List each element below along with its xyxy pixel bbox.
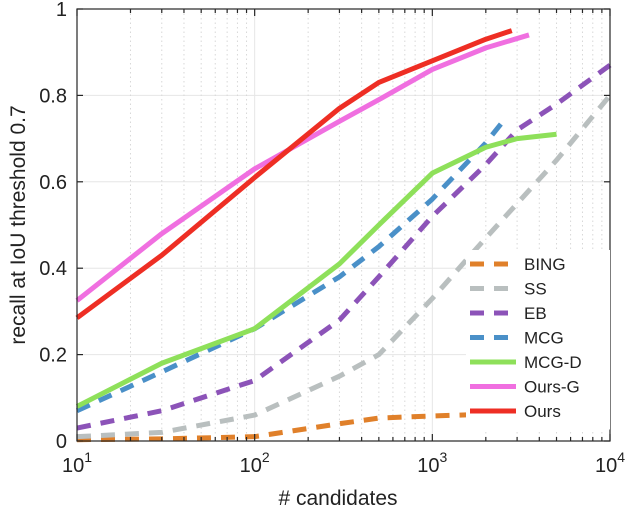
x-tick-label-base: 10 <box>595 455 617 477</box>
y-tick-label: 0.6 <box>39 172 67 194</box>
legend-label: Ours <box>524 402 561 421</box>
series-line-eb <box>76 63 612 431</box>
y-tick-label: 0.4 <box>39 258 67 280</box>
series-line-bing <box>76 411 518 443</box>
x-tick-label-base: 10 <box>62 455 84 477</box>
x-tick-label: 102 <box>240 449 270 477</box>
x-tick-label-exponent: 1 <box>84 449 92 465</box>
legend-label: Ours-G <box>524 378 580 397</box>
x-tick-label-base: 10 <box>240 455 262 477</box>
legend-label: SS <box>524 280 547 299</box>
series-line-mcg-d <box>75 131 557 409</box>
legend-label: BING <box>524 255 566 274</box>
x-tick-label-base: 10 <box>417 455 439 477</box>
y-axis-title: recall at IoU threshold 0.7 <box>7 105 30 344</box>
legend-background <box>466 250 610 430</box>
y-tick-label: 0.8 <box>39 85 67 107</box>
y-tick-label: 0.2 <box>39 345 67 367</box>
legend-label: EB <box>524 304 547 323</box>
x-tick-label-exponent: 4 <box>617 449 625 465</box>
axes <box>76 8 611 442</box>
x-tick-label-exponent: 2 <box>262 449 270 465</box>
x-tick-label: 103 <box>417 449 447 477</box>
legend: BING SS EB MCG MCG-D Ours-G Ours <box>466 250 610 430</box>
legend-label: MCG-D <box>524 353 582 372</box>
x-tick-label-exponent: 3 <box>440 449 448 465</box>
series-line-ours <box>75 28 513 320</box>
legend-label: MCG <box>524 329 564 348</box>
y-tick-label: 0 <box>56 431 67 453</box>
series-line-ours-g <box>75 32 530 303</box>
x-tick-label: 101 <box>62 449 92 477</box>
y-tick-label: 1 <box>56 0 67 21</box>
x-axis-title: # candidates <box>278 487 397 510</box>
x-tick-label: 104 <box>595 449 625 477</box>
series <box>75 28 612 443</box>
plot-frame <box>76 8 611 442</box>
series-line-ss <box>76 93 612 440</box>
